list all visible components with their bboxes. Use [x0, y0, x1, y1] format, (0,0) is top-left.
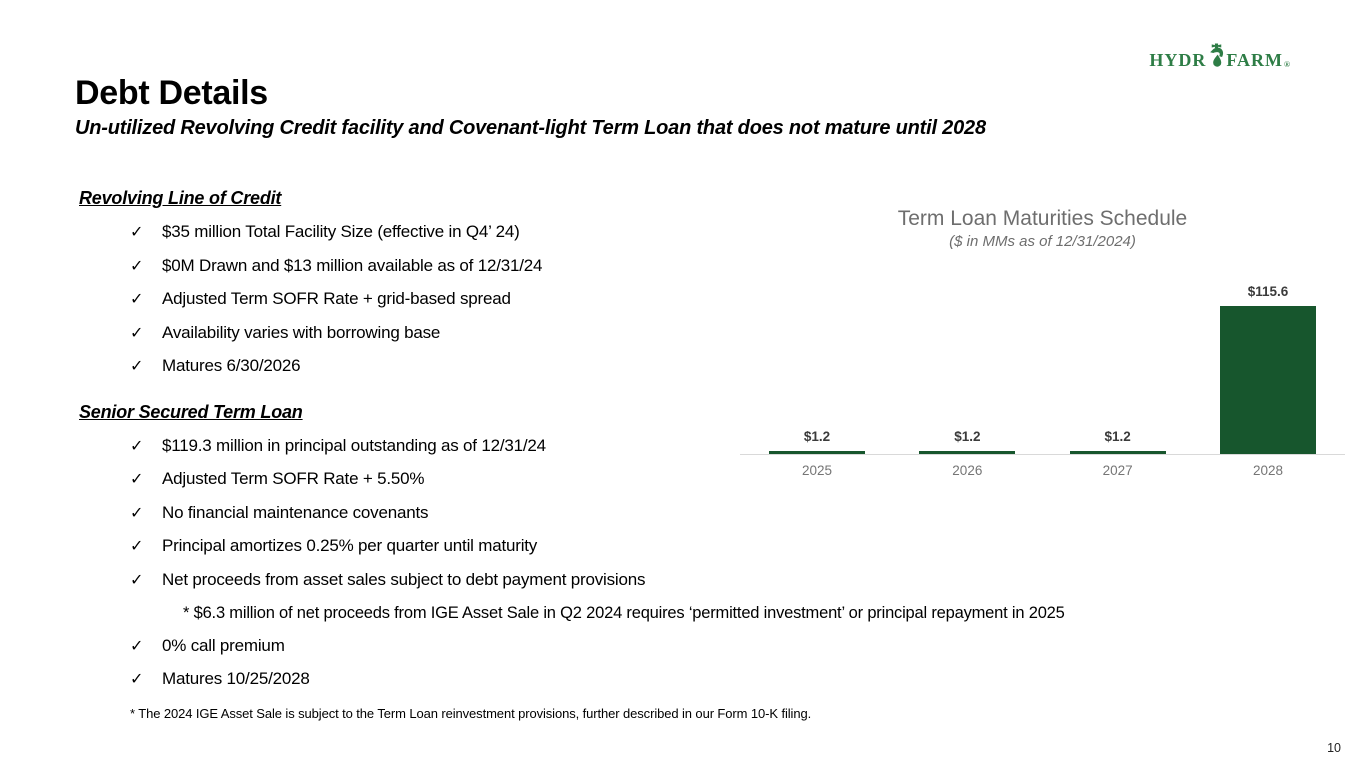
- x-tick-2026: 2026: [952, 463, 983, 478]
- list-item-text: Adjusted Term SOFR Rate + grid-based spr…: [162, 289, 511, 308]
- page-number: 10: [1327, 741, 1341, 755]
- list-item: ✓ Net proceeds from asset sales subject t…: [130, 564, 1259, 598]
- checkmark-icon: ✓: [130, 291, 144, 308]
- section-heading: Senior Secured Term Loan: [79, 401, 303, 422]
- list-item: ✓ Adjusted Term SOFR Rate + 5.50%: [130, 463, 1259, 497]
- term-loan-maturities-chart: Term Loan Maturities Schedule ($ in MMs …: [740, 206, 1345, 478]
- x-tick-2028: 2028: [1252, 463, 1283, 478]
- checkmark-icon: ✓: [130, 504, 144, 522]
- list-item: ✓ Adjusted Term SOFR Rate + grid-based sp…: [130, 283, 1259, 317]
- term-loan-checklist: ✓ $119.3 million in principal outstanding…: [79, 430, 1259, 598]
- list-item: ✓ Matures 6/30/2026: [130, 350, 1259, 384]
- bar-value-label: $1.2: [1104, 429, 1131, 444]
- checkmark-icon: ✓: [130, 671, 144, 688]
- bar-column-2027: $1.2: [1069, 429, 1166, 454]
- checkmark-icon: ✓: [130, 437, 144, 455]
- hydrofarm-faucet-icon: [1207, 42, 1226, 69]
- x-tick-2027: 2027: [1102, 463, 1133, 478]
- revolver-checklist: ✓ $35 million Total Facility Size (effect…: [79, 216, 1259, 384]
- list-item-text: Availability varies with borrowing base: [162, 322, 441, 342]
- asset-sale-subnote: * $6.3 million of net proceeds from IGE …: [183, 604, 1065, 622]
- list-item-text: Matures 6/30/2026: [162, 356, 301, 375]
- checkmark-icon: ✓: [130, 257, 144, 275]
- checkmark-icon: ✓: [130, 358, 144, 375]
- list-item: ✓ $35 million Total Facility Size (effect…: [130, 216, 1259, 250]
- footnote: * The 2024 IGE Asset Sale is subject to …: [130, 706, 812, 721]
- checkmark-icon: ✓: [130, 471, 144, 488]
- page-title: Debt Details: [75, 74, 268, 112]
- list-item-text: Principal amortizes 0.25% per quarter un…: [162, 536, 538, 555]
- list-item-text: Adjusted Term SOFR Rate + 5.50%: [162, 469, 425, 488]
- bar-value-label: $1.2: [954, 429, 981, 444]
- bar-column-2026: $1.2: [919, 429, 1016, 454]
- checkmark-icon: ✓: [130, 571, 144, 589]
- hydrofarm-logo: HYDR FARM ®: [1149, 42, 1290, 69]
- checkmark-icon: ✓: [130, 637, 144, 655]
- page-subtitle: Un-utilized Revolving Credit facility an…: [75, 117, 986, 139]
- logo-text-left: HYDR: [1149, 50, 1207, 70]
- bar-2027: [1069, 451, 1166, 454]
- list-item: ✓ Principal amortizes 0.25% per quarter u…: [130, 530, 1259, 564]
- list-item-text: $0M Drawn and $13 million available as o…: [162, 255, 543, 275]
- list-item-text: No financial maintenance covenants: [162, 502, 429, 522]
- list-item: ✓ Matures 10/25/2028: [130, 663, 1259, 697]
- list-item-text: $119.3 million in principal outstanding …: [162, 435, 546, 455]
- chart-title: Term Loan Maturities Schedule: [897, 207, 1188, 230]
- checkmark-icon: ✓: [130, 324, 144, 342]
- list-item-text: $35 million Total Facility Size (effecti…: [162, 222, 520, 241]
- list-item: ✓ $119.3 million in principal outstanding…: [130, 430, 1259, 464]
- list-item: ✓ No financial maintenance covenants: [130, 497, 1259, 531]
- bar-2025: [769, 451, 865, 454]
- bar-2026: [919, 451, 1016, 454]
- list-item-text: Matures 10/25/2028: [162, 669, 310, 688]
- section-revolving-line-of-credit: Revolving Line of Credit ✓ $35 million To…: [79, 186, 1259, 384]
- list-item: ✓ Availability varies with borrowing base: [130, 317, 1259, 351]
- bar-2028: [1219, 306, 1316, 454]
- list-item: ✓ 0% call premium: [130, 630, 1259, 664]
- logo-text-right: FARM: [1226, 50, 1284, 70]
- x-tick-2025: 2025: [801, 463, 833, 478]
- checkmark-icon: ✓: [130, 224, 144, 241]
- section-heading: Revolving Line of Credit: [79, 188, 282, 208]
- bar-value-label: $1.2: [803, 429, 831, 444]
- term-loan-checklist-continued: ✓ 0% call premium ✓ Matures 10/25/2028: [79, 630, 1259, 697]
- chart-subtitle: ($ in MMs as of 12/31/2024): [949, 233, 1136, 250]
- bar-value-label: $115.6: [1247, 284, 1289, 299]
- registered-trademark: ®: [1284, 60, 1290, 69]
- debt-details-content: Revolving Line of Credit ✓ $35 million To…: [79, 186, 1259, 697]
- bar-column-2025: $1.2: [769, 429, 865, 454]
- chart-x-axis: 2025 2026 2027 2028: [740, 463, 1345, 478]
- list-item-text: 0% call premium: [162, 635, 285, 655]
- checkmark-icon: ✓: [130, 538, 144, 555]
- list-item-text: Net proceeds from asset sales subject to…: [162, 569, 646, 589]
- list-item: ✓ $0M Drawn and $13 million available as …: [130, 250, 1259, 284]
- chart-plot-area: $1.2 $1.2 $1.2 $115.6: [740, 252, 1345, 455]
- section-senior-secured-term-loan: Senior Secured Term Loan ✓ $119.3 million…: [79, 400, 1259, 697]
- bar-column-2028: $115.6: [1219, 284, 1316, 454]
